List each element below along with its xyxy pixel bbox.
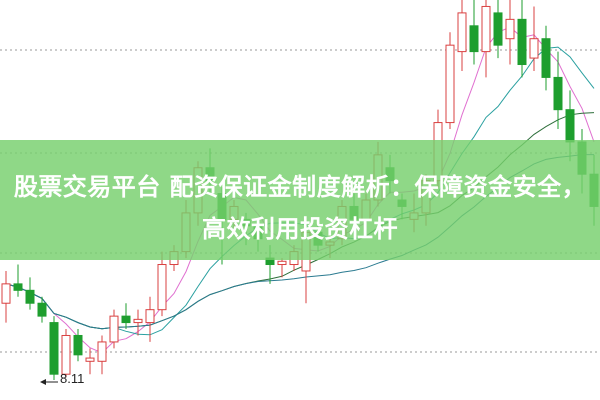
candle-down	[553, 76, 563, 111]
candle-up	[61, 334, 71, 375]
candle-up	[277, 260, 287, 266]
candle-down	[73, 334, 83, 356]
candle-down	[541, 38, 551, 78]
candle-down	[565, 109, 575, 143]
candle-down	[25, 289, 35, 304]
candle-up	[529, 38, 539, 59]
candle-down	[13, 283, 23, 291]
candle-up	[481, 5, 491, 53]
candle-up	[97, 341, 107, 362]
candle-down	[37, 302, 47, 317]
low-arrow-head	[40, 379, 46, 385]
candle-down	[49, 322, 59, 375]
candle-down	[517, 18, 527, 66]
candle-down	[469, 25, 479, 53]
candle-up	[109, 315, 119, 343]
candle-up	[505, 18, 515, 40]
candle-up	[157, 264, 167, 311]
candle-up	[445, 44, 455, 124]
candle-up	[145, 309, 155, 324]
title-banner	[0, 140, 600, 260]
candle-up	[457, 12, 467, 53]
article-title: 股票交易平台 配资保证金制度解析：保障资金安全，高效利用投资杠杆	[13, 173, 587, 243]
candle-up	[85, 357, 95, 362]
candle-down	[121, 315, 131, 324]
candle-down	[493, 12, 503, 46]
candle-up	[133, 318, 143, 324]
candle-up	[1, 283, 11, 304]
low-price-label: 8.11	[60, 371, 85, 386]
